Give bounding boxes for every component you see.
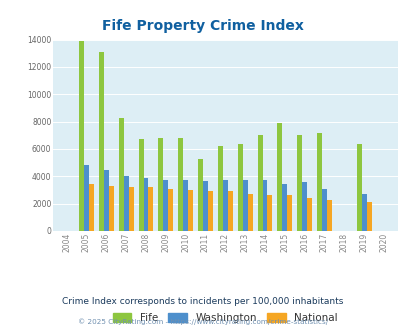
Text: Crime Index corresponds to incidents per 100,000 inhabitants: Crime Index corresponds to incidents per… xyxy=(62,297,343,307)
Bar xyxy=(202,181,207,231)
Bar xyxy=(109,186,113,231)
Bar xyxy=(138,139,143,231)
Bar xyxy=(158,138,163,231)
Bar xyxy=(307,197,311,231)
Bar xyxy=(198,158,202,231)
Bar xyxy=(124,176,128,231)
Bar xyxy=(163,181,168,231)
Bar xyxy=(361,194,366,231)
Bar xyxy=(262,181,267,231)
Bar xyxy=(207,191,212,231)
Bar xyxy=(79,41,84,231)
Bar xyxy=(321,189,326,231)
Text: © 2025 CityRating.com - https://www.cityrating.com/crime-statistics/: © 2025 CityRating.com - https://www.city… xyxy=(78,318,327,325)
Bar xyxy=(242,181,247,231)
Bar xyxy=(222,181,227,231)
Bar xyxy=(104,170,109,231)
Bar xyxy=(281,184,287,231)
Text: Fife Property Crime Index: Fife Property Crime Index xyxy=(102,19,303,33)
Bar xyxy=(89,184,94,231)
Bar xyxy=(183,181,188,231)
Bar xyxy=(257,135,262,231)
Bar xyxy=(99,52,104,231)
Bar xyxy=(168,189,173,231)
Bar xyxy=(316,133,321,231)
Bar xyxy=(267,195,272,231)
Bar xyxy=(148,187,153,231)
Bar xyxy=(227,191,232,231)
Bar xyxy=(237,144,242,231)
Bar xyxy=(296,135,301,231)
Bar xyxy=(188,190,193,231)
Bar xyxy=(366,202,371,231)
Bar xyxy=(217,146,222,231)
Bar xyxy=(326,200,331,231)
Bar xyxy=(118,117,124,231)
Bar xyxy=(84,165,89,231)
Bar xyxy=(178,138,183,231)
Bar xyxy=(143,178,148,231)
Bar xyxy=(277,123,281,231)
Legend: Fife, Washington, National: Fife, Washington, National xyxy=(108,309,341,327)
Bar xyxy=(356,144,361,231)
Bar xyxy=(301,182,307,231)
Bar xyxy=(128,187,133,231)
Bar xyxy=(247,194,252,231)
Bar xyxy=(287,195,292,231)
